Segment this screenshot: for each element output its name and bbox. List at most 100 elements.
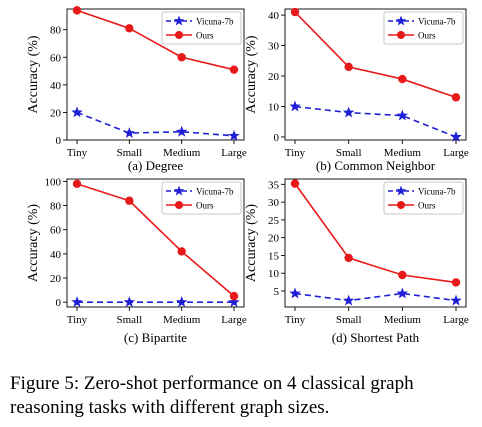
y-tick-label: 10	[268, 268, 280, 280]
y-axis-label: Accuracy (%)	[244, 204, 259, 282]
data-point-ours	[451, 278, 461, 287]
y-tick-label: 0	[274, 132, 280, 144]
legend-marker-vicuna	[395, 15, 407, 26]
data-point-ours	[177, 53, 186, 62]
legend: Vicuna-7b Ours	[161, 11, 242, 45]
y-tick-label: 5	[274, 286, 280, 298]
legend-label-vicuna: Vicuna-7b	[196, 17, 234, 27]
data-point-vicuna	[123, 127, 136, 138]
legend-marker-vicuna	[173, 185, 185, 196]
legend-label-vicuna: Vicuna-7b	[196, 187, 234, 197]
data-point-ours	[72, 179, 82, 189]
legend: Vicuna-7b Ours	[161, 181, 242, 215]
data-point-vicuna	[342, 294, 355, 306]
plot-frame	[66, 8, 245, 141]
data-point-ours	[451, 93, 461, 102]
y-tick-label: 40	[268, 10, 280, 22]
y-tick-label: 40	[50, 80, 62, 92]
series-line-ours	[294, 11, 457, 99]
y-tick-label: 20	[268, 233, 280, 245]
x-tick-label: Tiny	[67, 314, 88, 326]
y-tick-label: 30	[268, 197, 280, 209]
data-point-ours	[344, 253, 353, 263]
x-tick-label: Large	[221, 314, 247, 326]
data-point-ours	[125, 24, 134, 33]
x-tick-label: Large	[443, 314, 469, 326]
series-line-ours	[76, 183, 235, 297]
y-axis-label: Accuracy (%)	[26, 35, 41, 113]
y-tick-label: 80	[50, 201, 62, 213]
series-line-vicuna	[294, 292, 457, 302]
data-point-ours	[398, 270, 407, 280]
data-point-vicuna	[228, 296, 240, 308]
data-point-ours	[290, 7, 300, 17]
plot-frame	[66, 178, 245, 308]
y-tick-label: 80	[50, 25, 62, 37]
legend: Vicuna-7b Ours	[383, 181, 464, 215]
legend-marker-ours	[175, 201, 183, 209]
legend-marker-vicuna	[395, 185, 407, 196]
chart-subtitle: (b) Common Neighbor	[316, 158, 436, 173]
legend-label-vicuna: Vicuna-7b	[418, 187, 456, 197]
y-tick-label: 100	[45, 176, 62, 188]
data-point-vicuna	[289, 287, 301, 299]
legend-label-vicuna: Vicuna-7b	[418, 17, 456, 27]
data-point-vicuna	[289, 100, 301, 112]
legend-label-ours: Ours	[418, 201, 436, 211]
legend-marker-vicuna	[173, 15, 185, 26]
y-tick-label: 40	[50, 249, 62, 261]
x-tick-label: Large	[221, 147, 247, 159]
y-tick-label: 20	[50, 107, 62, 119]
y-axis-label: Accuracy (%)	[244, 35, 259, 113]
y-tick-label: 60	[50, 52, 62, 64]
chart-panel-1: 0 20 40 60 80 Tiny Small Medium Large Accuracy (%…	[26, 6, 247, 173]
data-point-vicuna	[123, 296, 136, 308]
data-point-vicuna	[342, 106, 355, 118]
chart-panel-3: 0 20 40 60 80 100 Tiny Small Medium Large Accuracy…	[26, 176, 247, 345]
y-tick-label: 0	[56, 297, 62, 309]
data-point-vicuna	[71, 106, 83, 118]
x-tick-label: Small	[116, 314, 142, 326]
data-point-ours	[125, 196, 134, 205]
legend-marker-ours	[175, 31, 183, 39]
y-tick-label: 60	[50, 225, 62, 237]
y-tick-label: 10	[268, 101, 280, 113]
chart-subtitle: (d) Shortest Path	[332, 330, 420, 345]
y-tick-label: 20	[268, 71, 280, 83]
data-point-ours	[290, 179, 300, 188]
data-point-vicuna	[450, 294, 462, 306]
y-axis-label: Accuracy (%)	[26, 204, 41, 282]
chart-panel-4: 5 10 15 20 25 30 35 Tiny Small Medium Large Accurac…	[244, 178, 469, 345]
legend-marker-ours	[397, 201, 405, 209]
chart-subtitle: (a) Degree	[128, 158, 183, 173]
x-tick-label: Small	[336, 314, 362, 326]
data-point-vicuna	[175, 125, 188, 137]
x-tick-label: Medium	[384, 147, 422, 159]
x-tick-label: Medium	[163, 147, 201, 159]
series-line-ours	[76, 9, 235, 71]
y-tick-label: 15	[268, 250, 280, 262]
y-tick-label: 25	[268, 215, 280, 227]
data-point-ours	[344, 62, 353, 72]
data-point-vicuna	[175, 296, 188, 308]
series-line-vicuna	[294, 105, 457, 138]
x-tick-label: Medium	[163, 314, 201, 326]
data-point-vicuna	[396, 287, 409, 299]
data-point-vicuna	[396, 109, 409, 121]
y-tick-label: 35	[268, 179, 280, 191]
x-tick-label: Small	[336, 147, 362, 159]
data-point-ours	[72, 6, 82, 15]
data-point-ours	[177, 247, 186, 256]
legend-marker-ours	[397, 31, 405, 39]
x-tick-label: Medium	[384, 314, 422, 326]
chart-subtitle: (c) Bipartite	[124, 330, 187, 345]
legend: Vicuna-7b Ours	[383, 11, 464, 45]
series-line-vicuna	[76, 111, 235, 137]
y-tick-label: 0	[56, 135, 62, 147]
x-tick-label: Tiny	[285, 314, 306, 326]
y-tick-label: 30	[268, 41, 280, 53]
x-tick-label: Tiny	[67, 147, 88, 159]
data-point-ours	[398, 74, 407, 84]
x-tick-label: Large	[443, 147, 469, 159]
